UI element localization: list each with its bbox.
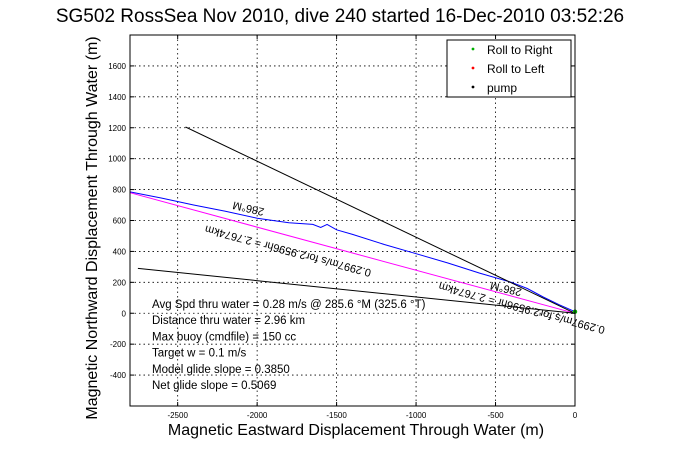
y-tick-label: 1600 [108, 62, 126, 71]
info-line: Distance thru water = 2.96 km [152, 315, 305, 327]
info-line: Net glide slope = 0.5069 [152, 380, 276, 392]
lower-bound-line [137, 267, 576, 314]
x-tick-label: -1000 [406, 411, 427, 420]
chart-title: SG502 RossSea Nov 2010, dive 240 started… [56, 6, 624, 27]
y-tick-label: 800 [113, 186, 127, 195]
info-line: Max buoy (cmdfile) = 150 cc [152, 331, 296, 343]
legend-label: pump [487, 81, 517, 95]
y-tick-label: 1200 [108, 124, 126, 133]
upper-bound-line [185, 126, 576, 314]
y-axis-label: Magnetic Northward Displacement Through … [84, 36, 101, 419]
x-axis-label: Magnetic Eastward Displacement Through W… [168, 422, 544, 439]
y-tick-label: -400 [110, 371, 127, 380]
y-tick-label: 1000 [108, 155, 126, 164]
legend-label: Roll to Left [487, 62, 545, 76]
x-tick-label: 0 [573, 411, 578, 420]
heading-line [129, 192, 576, 314]
x-tick-label: -2500 [167, 411, 188, 420]
y-tick-label: 200 [113, 278, 127, 287]
x-tick-label: -500 [488, 411, 505, 420]
legend-marker [471, 47, 475, 51]
y-tick-label: -200 [110, 340, 127, 349]
y-tick-label: 600 [113, 217, 127, 226]
x-tick-label: -2000 [247, 411, 268, 420]
legend-marker [471, 66, 475, 70]
data-series [129, 126, 578, 314]
dive-track-line [129, 191, 576, 313]
y-tick-label: 1400 [108, 93, 126, 102]
legend: Roll to Right Roll to Left pump [446, 39, 572, 98]
legend-label: Roll to Right [487, 43, 553, 57]
axis-ticks: -2500 -2000 -1500 -1000 -500 0-400-2000200400… [108, 35, 578, 420]
info-text-block: Avg Spd thru water = 0.28 m/s @ 285.6 °M… [152, 299, 426, 392]
info-line: Model glide slope = 0.3850 [152, 364, 290, 376]
info-line: Target w = 0.1 m/s [152, 348, 247, 360]
legend-box [446, 39, 572, 98]
info-line: Avg Spd thru water = 0.28 m/s @ 285.6 °M… [152, 299, 426, 311]
y-tick-label: 0 [122, 309, 127, 318]
y-tick-label: 400 [113, 247, 127, 256]
legend-marker [471, 85, 475, 89]
x-tick-label: -1500 [326, 411, 347, 420]
